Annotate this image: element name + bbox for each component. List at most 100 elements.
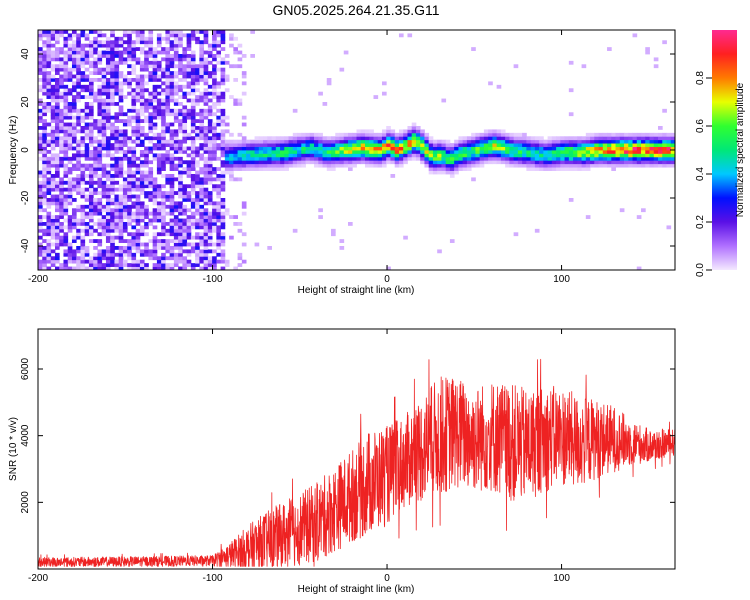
heatmap-cell — [602, 143, 608, 147]
heatmap-cell — [432, 156, 438, 161]
heatmap-cell — [118, 57, 124, 62]
heatmap-cell — [156, 108, 162, 113]
heatmap-cell — [203, 177, 209, 182]
heatmap-cell — [199, 132, 205, 137]
heatmap-cell — [50, 78, 56, 82]
heatmap-cell — [267, 146, 272, 151]
heatmap-cell — [165, 122, 171, 127]
heatmap-cell — [59, 47, 64, 51]
heatmap-cell — [641, 156, 646, 161]
heatmap-cell — [212, 208, 217, 213]
heatmap-cell — [466, 167, 472, 171]
heatmap-cell — [127, 146, 132, 151]
heatmap-cell — [165, 36, 171, 41]
heatmap-cell — [539, 167, 544, 171]
heatmap-cell — [42, 259, 47, 264]
heatmap-cell — [190, 153, 196, 158]
heatmap-cell — [267, 153, 272, 158]
heatmap-cell — [314, 163, 319, 168]
heatmap-cell — [76, 112, 81, 117]
heatmap-cell — [280, 160, 285, 165]
heatmap-cell — [173, 242, 179, 247]
heatmap-cell — [454, 160, 459, 165]
heatmap-cell — [203, 132, 209, 137]
heatmap-cell — [466, 160, 472, 165]
heatmap-cell — [212, 78, 217, 82]
heatmap-cell — [199, 119, 205, 123]
heatmap-cell — [207, 201, 213, 206]
heatmap-cell — [666, 225, 672, 230]
heatmap-cell — [101, 115, 107, 120]
heatmap-cell — [152, 112, 158, 117]
heatmap-cell — [288, 163, 294, 168]
heatmap-cell — [203, 208, 209, 213]
heatmap-cell — [551, 136, 557, 141]
heatmap-cell — [97, 112, 103, 117]
heatmap-cell — [585, 136, 591, 141]
heatmap-cell — [122, 74, 128, 79]
heatmap-cell — [254, 163, 260, 168]
heatmap-cell — [190, 156, 196, 161]
heatmap-cell — [76, 259, 81, 264]
heatmap-cell — [38, 30, 43, 34]
heatmap-cell — [42, 194, 47, 199]
heatmap-cell — [76, 153, 81, 158]
heatmap-cell — [178, 102, 183, 106]
heatmap-cell — [42, 119, 47, 123]
heatmap-cell — [186, 263, 192, 267]
heatmap-cell — [101, 163, 107, 168]
heatmap-cell — [161, 263, 166, 267]
heatmap-cell — [127, 242, 132, 247]
heatmap-cell — [80, 170, 86, 175]
heatmap-cell — [88, 170, 94, 175]
heatmap-cell — [54, 33, 60, 38]
heatmap-cell — [165, 177, 171, 182]
heatmap-cell — [649, 160, 655, 165]
heatmap-cell — [360, 156, 366, 161]
heatmap-cell — [645, 163, 650, 168]
heatmap-cell — [118, 228, 124, 233]
heatmap-cell — [445, 139, 451, 144]
heatmap-cell — [101, 225, 107, 230]
heatmap-cell — [250, 156, 255, 161]
heatmap-cell — [50, 232, 56, 237]
heatmap-cell — [148, 30, 154, 34]
heatmap-cell — [105, 36, 111, 41]
heatmap-cell — [441, 143, 447, 147]
heatmap-cell — [628, 160, 633, 165]
heatmap-cell — [93, 57, 98, 62]
heatmap-cell — [80, 211, 86, 216]
heatmap-cell — [139, 204, 145, 209]
heatmap-cell — [59, 64, 64, 69]
heatmap-cell — [641, 163, 646, 168]
heatmap-cell — [173, 84, 179, 89]
heatmap-cell — [343, 139, 349, 144]
heatmap-cell — [178, 95, 183, 99]
heatmap-cell — [97, 191, 103, 195]
heatmap-cell — [173, 252, 179, 257]
heatmap-cell — [432, 163, 438, 168]
heatmap-cell — [551, 153, 557, 158]
heatmap-cell — [88, 184, 94, 189]
heatmap-cell — [195, 119, 200, 123]
heatmap-cell — [318, 146, 323, 151]
heatmap-cell — [475, 156, 481, 161]
heatmap-cell — [84, 132, 90, 137]
heatmap-cell — [156, 36, 162, 41]
heatmap-cell — [144, 153, 149, 158]
heatmap-cell — [203, 246, 209, 250]
heatmap-cell — [88, 201, 94, 206]
heatmap-cell — [67, 194, 73, 199]
heatmap-cell — [632, 33, 638, 38]
heatmap-cell — [144, 98, 149, 103]
heatmap-cell — [161, 102, 166, 106]
heatmap-cell — [42, 50, 47, 55]
heatmap-cell — [203, 266, 209, 270]
heatmap-cell — [139, 50, 145, 55]
heatmap-cell — [169, 81, 175, 86]
heatmap-cell — [415, 153, 421, 158]
heatmap-cell — [377, 139, 383, 144]
heatmap-cell — [224, 170, 230, 175]
heatmap-cell — [237, 146, 243, 151]
heatmap-cell — [101, 40, 107, 45]
